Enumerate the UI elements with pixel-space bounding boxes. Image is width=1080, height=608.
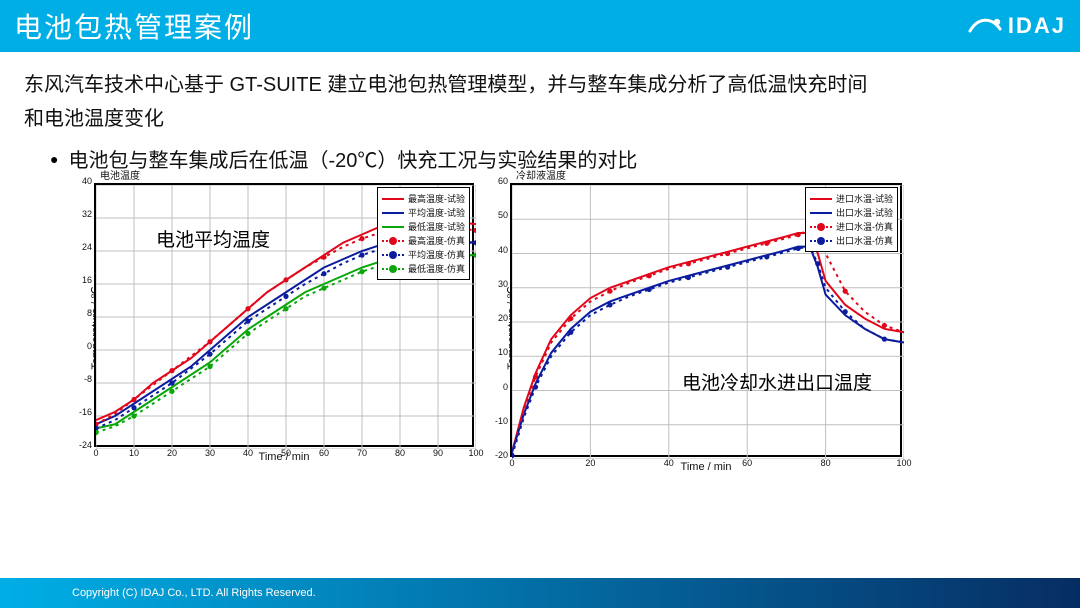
footer-text: Copyright (C) IDAJ Co., LTD. All Rights … xyxy=(72,587,316,599)
chart-left-annotation: 电池平均温度 xyxy=(156,225,270,252)
y-tick: 60 xyxy=(498,176,508,186)
legend-item: 最高温度-仿真 xyxy=(382,234,465,247)
y-tick: -10 xyxy=(495,416,508,426)
y-tick: 32 xyxy=(82,209,92,219)
y-tick: 50 xyxy=(498,210,508,220)
y-tick: 24 xyxy=(82,242,92,252)
legend-item: 出口水温-试验 xyxy=(810,206,893,219)
x-tick: 60 xyxy=(742,458,752,468)
y-tick: -20 xyxy=(495,450,508,460)
chart-right-small-title: 冷却液温度 xyxy=(516,167,566,182)
chart-right-annotation: 电池冷却水进出口温度 xyxy=(682,368,872,395)
title-bar: 电池包热管理案例 IDAJ xyxy=(0,0,1080,52)
x-tick: 90 xyxy=(433,448,443,458)
x-tick: 80 xyxy=(395,448,405,458)
charts-row: 电池温度 Temperature / ℃ 0102030405060708090… xyxy=(24,177,1056,473)
x-tick: 0 xyxy=(93,448,98,458)
chart-right-legend: 进口水温-试验出口水温-试验进口水温-仿真出口水温-仿真 xyxy=(805,187,898,252)
y-tick: 40 xyxy=(82,176,92,186)
x-tick: 10 xyxy=(129,448,139,458)
footer-bar: Copyright (C) IDAJ Co., LTD. All Rights … xyxy=(0,578,1080,608)
y-tick: 0 xyxy=(87,341,92,351)
x-tick: 50 xyxy=(281,448,291,458)
slide: 电池包热管理案例 IDAJ 东风汽车技术中心基于 GT-SUITE 建立电池包热… xyxy=(0,0,1080,608)
legend-item: 出口水温-仿真 xyxy=(810,234,893,247)
slide-title: 电池包热管理案例 xyxy=(14,6,254,46)
legend-item: 进口水温-试验 xyxy=(810,192,893,205)
x-tick: 20 xyxy=(585,458,595,468)
y-tick: 16 xyxy=(82,275,92,285)
chart-right-xlabel: Time / min xyxy=(510,461,902,473)
lead-line-1: 东风汽车技术中心基于 GT-SUITE 建立电池包热管理模型，并与整车集成分析了… xyxy=(24,68,1056,102)
lead-line-2: 和电池温度变化 xyxy=(24,102,1056,136)
x-tick: 0 xyxy=(509,458,514,468)
chart-right: 冷却液温度 Temperature / ℃ 020406080100-20-10… xyxy=(510,183,902,473)
legend-item: 进口水温-仿真 xyxy=(810,220,893,233)
y-tick: 30 xyxy=(498,279,508,289)
x-tick: 60 xyxy=(319,448,329,458)
legend-item: 平均温度-仿真 xyxy=(382,248,465,261)
x-tick: 40 xyxy=(243,448,253,458)
chart-left-small-title: 电池温度 xyxy=(100,167,140,182)
legend-item: 最低温度-试验 xyxy=(382,220,465,233)
y-tick: 10 xyxy=(498,347,508,357)
x-tick: 80 xyxy=(821,458,831,468)
x-tick: 70 xyxy=(357,448,367,458)
x-tick: 20 xyxy=(167,448,177,458)
brand-logo: IDAJ xyxy=(968,13,1066,39)
y-tick: 8 xyxy=(87,308,92,318)
x-tick: 100 xyxy=(468,448,483,458)
y-tick: -8 xyxy=(84,374,92,384)
brand-text: IDAJ xyxy=(1008,13,1066,39)
logo-swoosh-icon xyxy=(968,15,1002,37)
x-tick: 30 xyxy=(205,448,215,458)
x-tick: 40 xyxy=(664,458,674,468)
chart-left: 电池温度 Temperature / ℃ 0102030405060708090… xyxy=(94,183,474,473)
y-tick: -16 xyxy=(79,407,92,417)
y-tick: 0 xyxy=(503,382,508,392)
chart-left-legend: 最高温度-试验平均温度-试验最低温度-试验最高温度-仿真平均温度-仿真最低温度-… xyxy=(377,187,470,280)
y-tick: 20 xyxy=(498,313,508,323)
slide-body: 东风汽车技术中心基于 GT-SUITE 建立电池包热管理模型，并与整车集成分析了… xyxy=(0,52,1080,473)
y-tick: 40 xyxy=(498,245,508,255)
legend-item: 平均温度-试验 xyxy=(382,206,465,219)
legend-item: 最高温度-试验 xyxy=(382,192,465,205)
legend-item: 最低温度-仿真 xyxy=(382,262,465,275)
x-tick: 100 xyxy=(896,458,911,468)
y-tick: -24 xyxy=(79,440,92,450)
